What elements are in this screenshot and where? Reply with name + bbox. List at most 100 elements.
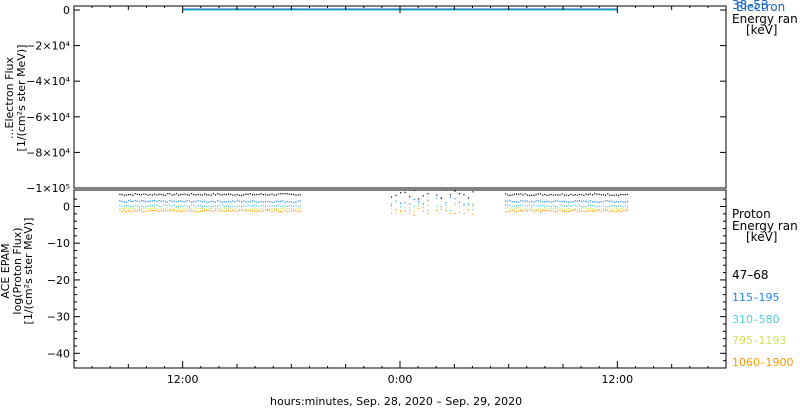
- proton-point-3: [587, 204, 589, 207]
- proton-point-4: [160, 207, 162, 210]
- proton-point-1: [422, 195, 424, 197]
- proton-point-2: [472, 204, 474, 206]
- proton-point-4: [275, 208, 277, 210]
- proton-point-1: [164, 194, 167, 196]
- proton-point-4: [188, 207, 191, 209]
- proton-point-3: [618, 205, 620, 207]
- proton-point-2: [232, 200, 234, 202]
- proton-point-3: [247, 204, 249, 206]
- proton-point-3: [600, 205, 602, 207]
- proton-point-4: [395, 212, 397, 214]
- proton-point-4: [598, 208, 600, 211]
- x-tick-label: 12:00: [167, 373, 199, 386]
- proton-point-5: [186, 210, 188, 212]
- proton-point-3: [125, 204, 127, 207]
- proton-legend-energy: Energy ran: [732, 219, 798, 233]
- proton-point-4: [175, 207, 177, 209]
- proton-point-2: [594, 201, 596, 203]
- proton-point-5: [526, 210, 528, 212]
- proton-point-2: [574, 200, 576, 202]
- proton-point-5: [141, 211, 143, 213]
- proton-point-1: [277, 193, 280, 195]
- proton-point-1: [576, 194, 578, 196]
- proton-point-1: [171, 194, 173, 196]
- proton-point-2: [280, 200, 282, 202]
- proton-point-3: [169, 204, 171, 207]
- proton-point-3: [199, 204, 201, 207]
- proton-point-2: [190, 201, 193, 203]
- proton-point-3: [145, 206, 147, 208]
- proton-point-3: [214, 205, 217, 207]
- proton-point-4: [277, 208, 280, 211]
- proton-point-2: [413, 198, 415, 200]
- proton-point-2: [119, 200, 121, 202]
- proton-point-4: [546, 207, 548, 209]
- proton-point-2: [535, 200, 537, 202]
- proton-point-3: [505, 204, 507, 206]
- proton-point-2: [240, 201, 243, 203]
- proton-point-2: [626, 200, 628, 203]
- proton-point-1: [180, 194, 182, 196]
- proton-point-3: [557, 206, 559, 208]
- proton-point-5: [572, 209, 574, 211]
- proton-point-4: [267, 208, 269, 211]
- proton-point-4: [225, 207, 227, 209]
- proton-point-5: [195, 211, 197, 213]
- proton-point-2: [297, 200, 299, 202]
- proton-point-4: [295, 207, 297, 209]
- proton-point-4: [390, 208, 393, 210]
- proton-point-1: [260, 193, 262, 195]
- proton-point-5: [409, 212, 411, 214]
- proton-point-2: [173, 200, 175, 202]
- proton-point-3: [509, 204, 511, 206]
- proton-point-5: [151, 209, 154, 212]
- proton-point-3: [288, 204, 290, 206]
- proton-point-2: [596, 201, 598, 203]
- proton-point-1: [145, 193, 147, 195]
- proton-point-2: [243, 200, 245, 202]
- proton-point-2: [609, 200, 611, 202]
- proton-point-3: [240, 206, 243, 208]
- proton-point-5: [227, 209, 230, 211]
- proton-point-5: [598, 209, 600, 211]
- proton-point-4: [609, 209, 611, 211]
- proton-point-4: [219, 208, 221, 210]
- proton-point-4: [169, 208, 171, 210]
- proton-point-1: [258, 194, 260, 196]
- proton-point-3: [267, 204, 269, 206]
- proton-point-3: [167, 204, 169, 206]
- proton-point-4: [251, 208, 254, 210]
- proton-point-3: [175, 206, 177, 208]
- proton-point-2: [418, 200, 420, 203]
- proton-point-1: [227, 193, 230, 195]
- proton-point-4: [581, 208, 583, 210]
- proton-point-4: [591, 208, 594, 210]
- proton-point-2: [264, 201, 267, 203]
- proton-point-1: [574, 194, 576, 196]
- proton-point-1: [230, 193, 232, 195]
- proton-point-2: [400, 202, 402, 205]
- proton-point-1: [262, 193, 264, 196]
- proton-point-2: [180, 200, 182, 202]
- proton-point-4: [520, 208, 522, 210]
- proton-point-1: [269, 194, 271, 196]
- proton-point-3: [264, 205, 267, 207]
- proton-point-4: [413, 211, 415, 213]
- proton-point-2: [507, 200, 509, 202]
- proton-point-3: [295, 204, 297, 207]
- proton-point-5: [175, 210, 177, 213]
- proton-point-5: [624, 210, 626, 212]
- proton-point-5: [127, 210, 130, 212]
- proton-point-2: [182, 200, 184, 203]
- proton-point-5: [513, 210, 515, 212]
- proton-point-4: [167, 208, 169, 210]
- proton-point-2: [138, 200, 141, 203]
- proton-point-1: [454, 190, 456, 192]
- proton-point-2: [219, 200, 221, 203]
- proton-point-1: [134, 193, 136, 195]
- proton-point-3: [585, 206, 587, 208]
- proton-point-5: [581, 210, 583, 212]
- proton-point-1: [598, 193, 600, 195]
- proton-point-2: [262, 201, 264, 203]
- proton-point-4: [550, 208, 552, 210]
